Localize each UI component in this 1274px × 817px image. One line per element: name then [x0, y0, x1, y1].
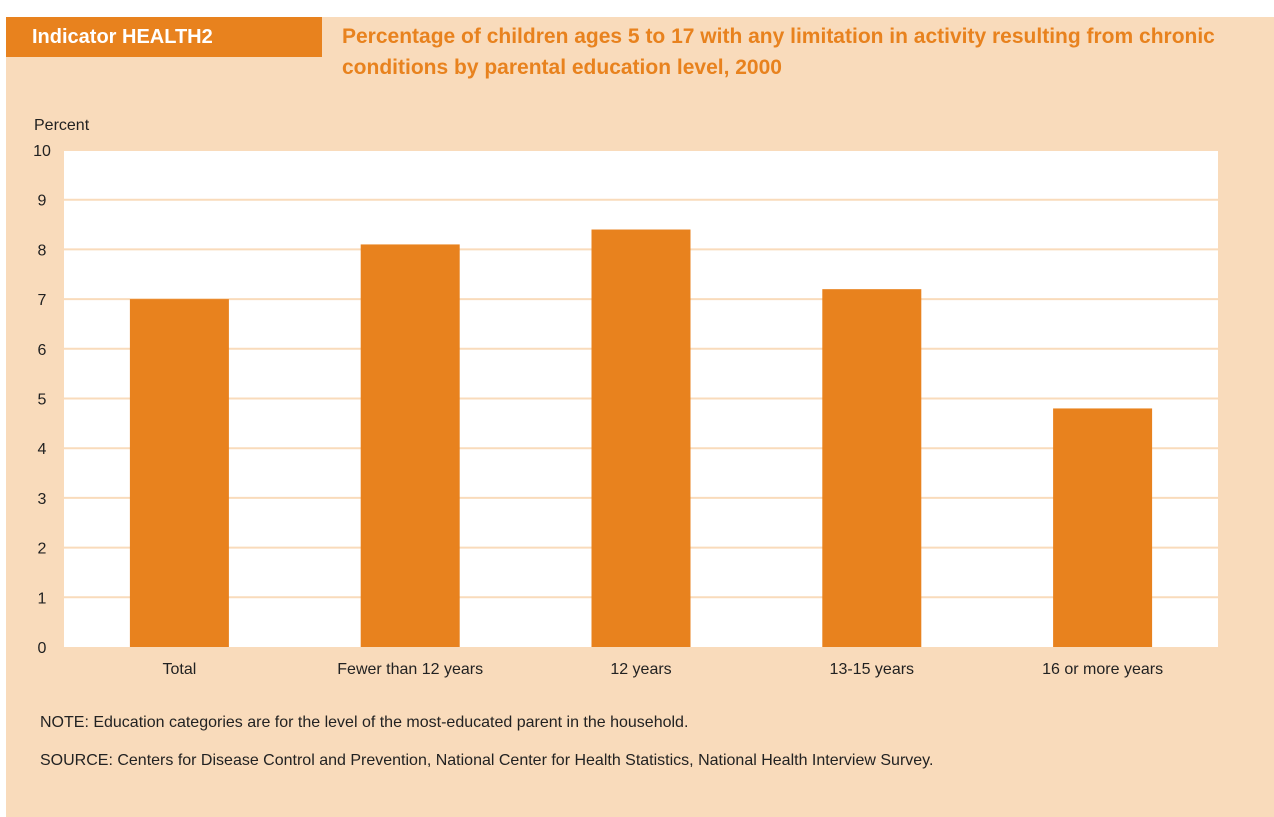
y-tick-label: 7: [38, 292, 47, 309]
x-tick-label: 13-15 years: [830, 661, 915, 678]
y-tick-label: 5: [38, 392, 47, 409]
chart-title: Percentage of children ages 5 to 17 with…: [342, 25, 1215, 79]
y-tick-label: 4: [38, 441, 47, 458]
y-tick-label: 1: [38, 590, 47, 607]
bar: [1053, 408, 1153, 647]
x-tick-label: Total: [163, 661, 197, 678]
bars: [129, 229, 1153, 647]
source-text: SOURCE: Centers for Disease Control and …: [40, 752, 934, 769]
bar: [822, 289, 922, 647]
note-text: NOTE: Education categories are for the l…: [40, 714, 689, 731]
x-axis: Total Fewer than 12 years 12 years 13-15 ye…: [163, 661, 1164, 678]
y-tick-label: 0: [38, 640, 47, 657]
y-axis-label: Percent: [34, 117, 90, 134]
x-tick-label: 16 or more years: [1042, 661, 1163, 678]
x-tick-label: Fewer than 12 years: [337, 661, 483, 678]
y-tick-label: 8: [38, 242, 47, 259]
y-tick-label: 9: [38, 193, 47, 210]
bar: [129, 299, 229, 647]
y-axis: 0 1 2 3 4 5 6 7 8 9 10: [33, 143, 51, 657]
y-tick-label: 3: [38, 491, 47, 508]
y-tick-label: 10: [33, 143, 51, 160]
y-tick-label: 2: [38, 541, 47, 558]
indicator-label: Indicator HEALTH2: [6, 17, 322, 57]
x-tick-label: 12 years: [610, 661, 671, 678]
bar: [360, 244, 460, 647]
y-tick-label: 6: [38, 342, 47, 359]
bar: [591, 229, 691, 647]
